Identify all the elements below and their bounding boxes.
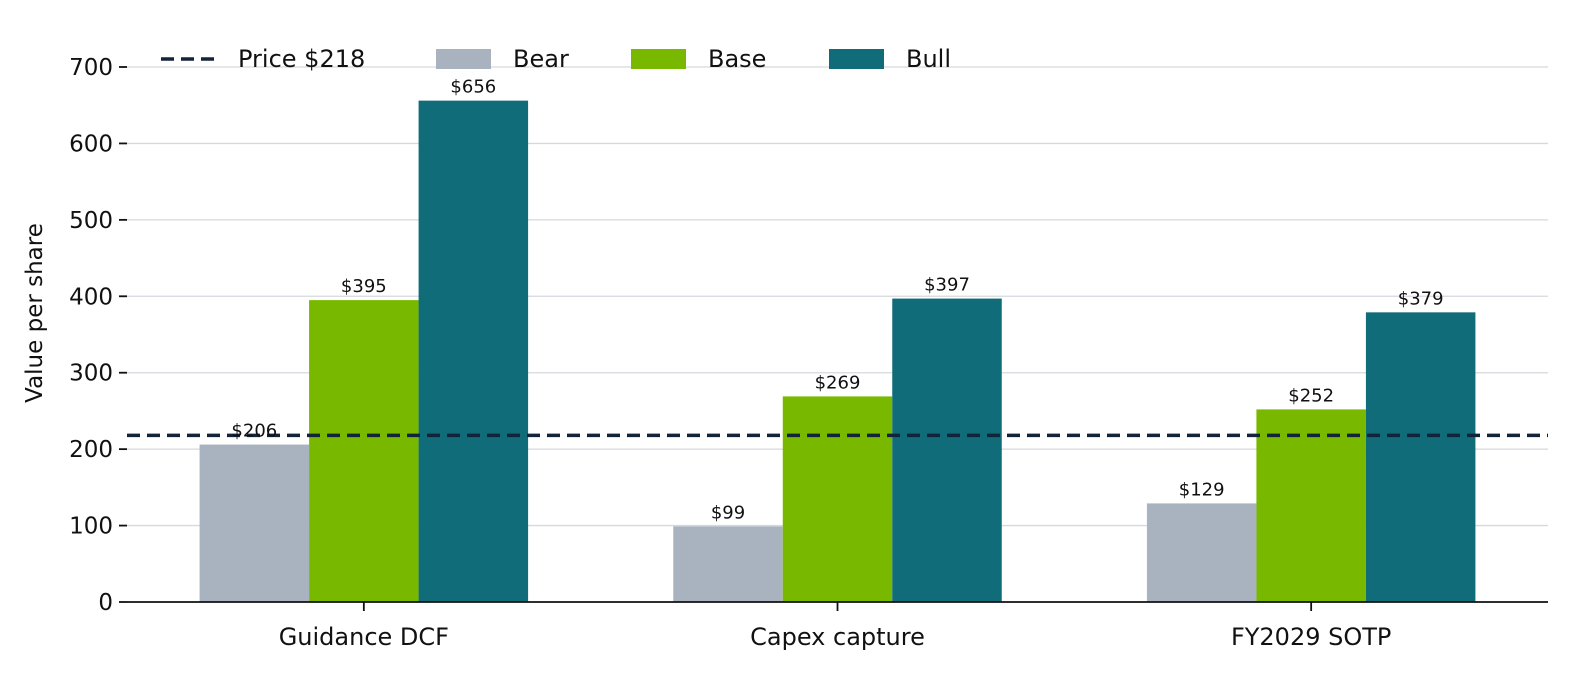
bar-layer [199, 100, 1476, 602]
axis-layer: 0 100 200 300 400 500 600 700 Guidance DCF Capex … [69, 55, 1548, 651]
legend-swatch-bear [436, 49, 491, 69]
data-label: $269 [815, 372, 861, 393]
data-label-layer: $206 $395 $656 $99 $269 $397 $129 $252 $379 [231, 77, 1443, 524]
legend-label-bull: Bull [906, 45, 951, 73]
y-tick-label: 100 [69, 514, 113, 540]
data-label: $397 [924, 275, 970, 296]
bar-base [309, 300, 419, 602]
data-label: $379 [1398, 288, 1444, 309]
y-tick-label: 700 [69, 55, 113, 81]
bar-base [782, 396, 893, 602]
data-label: $252 [1288, 385, 1334, 406]
bar-bear [673, 526, 783, 602]
legend: Price $218 Bear Base Bull [161, 45, 951, 73]
x-tick-label: Capex capture [750, 623, 925, 651]
x-tick-label: FY2029 SOTP [1231, 623, 1391, 651]
bar-bull [418, 100, 529, 602]
y-tick-label: 300 [69, 361, 113, 387]
data-label: $656 [450, 77, 496, 98]
bar-base [1256, 409, 1366, 602]
legend-swatch-base [631, 49, 686, 69]
y-axis-title: Value per share [22, 223, 48, 403]
y-tick-label: 0 [98, 590, 113, 616]
y-tick-label: 400 [69, 284, 113, 310]
bar-bear [199, 444, 310, 602]
data-label: $99 [711, 502, 745, 523]
bar-bear [1146, 503, 1257, 602]
legend-label-base: Base [708, 45, 766, 73]
bar-bull [892, 298, 1002, 602]
y-tick-label: 200 [69, 437, 113, 463]
data-label: $206 [231, 421, 277, 442]
y-tick-label: 600 [69, 131, 113, 157]
legend-label-bear: Bear [513, 45, 569, 73]
data-label: $395 [341, 276, 387, 297]
legend-swatch-bull [829, 49, 884, 69]
data-label: $129 [1179, 479, 1225, 500]
y-tick-label: 500 [69, 208, 113, 234]
x-tick-label: Guidance DCF [279, 623, 449, 651]
legend-label-price: Price $218 [238, 45, 365, 73]
bar-bull [1365, 312, 1476, 602]
